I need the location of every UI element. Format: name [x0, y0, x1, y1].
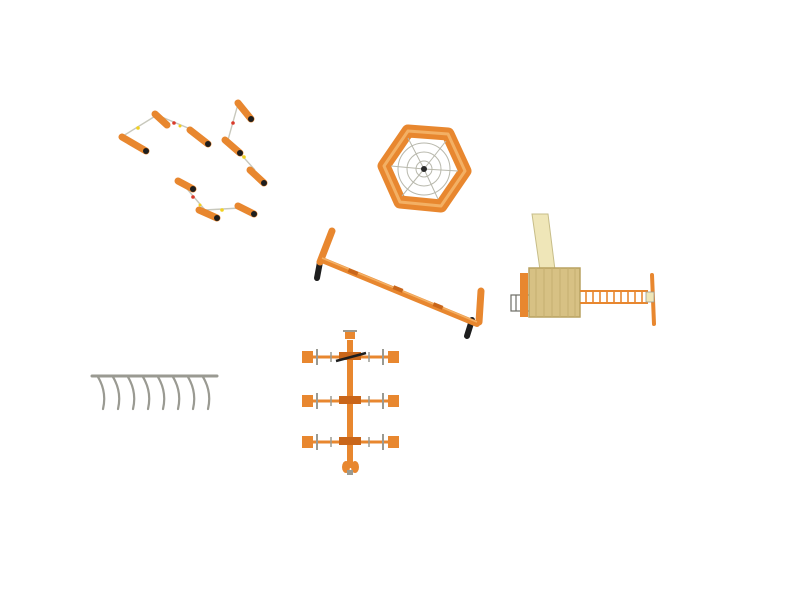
balance-log-course: [118, 99, 268, 222]
triple-seesaw: [302, 330, 399, 475]
balance-beam-bench: [314, 227, 485, 339]
tower-with-slide: [510, 213, 656, 326]
curved-bar-rail: [90, 374, 219, 411]
hexagon-rope-net: [377, 124, 472, 213]
